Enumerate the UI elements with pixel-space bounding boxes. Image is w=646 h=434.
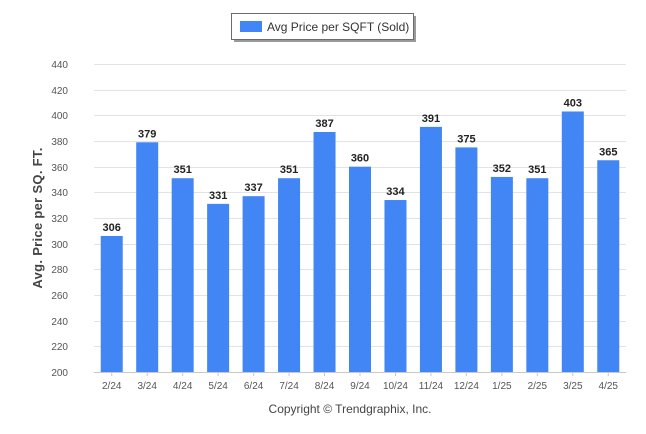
y-tick-label: 420 (51, 86, 68, 97)
data-label: 365 (599, 146, 617, 158)
y-tick-label: 200 (51, 368, 68, 379)
y-tick-label: 440 (51, 60, 68, 71)
bar (313, 132, 336, 372)
y-tick-label: 220 (51, 342, 68, 353)
data-label: 331 (209, 190, 227, 202)
x-tick-label: 2/24 (102, 381, 122, 392)
data-label: 375 (457, 133, 475, 145)
y-tick-label: 400 (51, 111, 68, 122)
legend-swatch (240, 21, 262, 32)
y-tick-label: 280 (51, 265, 68, 276)
bar (278, 178, 301, 372)
y-tick-label: 260 (51, 291, 68, 302)
data-label: 351 (173, 164, 191, 176)
x-tick-label: 8/24 (315, 381, 335, 392)
y-tick-label: 300 (51, 240, 68, 251)
y-tick-label: 380 (51, 137, 68, 148)
data-label: 360 (351, 153, 369, 165)
legend: Avg Price per SQFT (Sold) (231, 13, 416, 42)
x-tick-label: 4/24 (173, 381, 193, 392)
bar (490, 176, 513, 372)
data-label: 387 (315, 118, 333, 130)
bar (455, 147, 478, 372)
data-label: 351 (528, 164, 546, 176)
x-tick-label: 3/25 (563, 381, 583, 392)
y-tick-label: 340 (51, 188, 68, 199)
y-tick-label: 360 (51, 163, 68, 174)
data-label: 351 (280, 164, 298, 176)
data-label: 337 (244, 182, 262, 194)
x-tick-label: 11/24 (419, 381, 444, 392)
copyright-text: Copyright © Trendgraphix, Inc. (269, 402, 432, 416)
data-label: 403 (564, 97, 582, 109)
data-label: 306 (103, 222, 121, 234)
data-label: 391 (422, 113, 440, 125)
x-tick-label: 5/24 (208, 381, 228, 392)
bar (349, 166, 371, 372)
x-tick-label: 9/24 (350, 381, 370, 392)
data-labels: 306 379 351 331 337 351 387 360 334 391 375 352 351 4… (103, 97, 618, 233)
x-tick-label: 7/24 (279, 381, 299, 392)
legend-label: Avg Price per SQFT (Sold) (267, 20, 409, 34)
x-tick-label: 12/24 (454, 381, 479, 392)
bars (100, 111, 620, 372)
data-label: 352 (493, 163, 511, 175)
bar (597, 160, 620, 372)
data-label: 379 (138, 128, 156, 140)
x-axis-ticks: 2/24 3/24 4/24 5/24 6/24 7/24 8/24 9/24 10/24 11/… (102, 372, 618, 392)
x-tick-label: 3/24 (137, 381, 157, 392)
bar (171, 178, 194, 372)
x-tick-label: 6/24 (244, 381, 264, 392)
bar (419, 126, 442, 372)
x-tick-label: 4/25 (599, 381, 619, 392)
data-label: 334 (386, 186, 405, 198)
x-tick-label: 10/24 (383, 381, 408, 392)
y-tick-label: 240 (51, 317, 68, 328)
x-tick-label: 2/25 (528, 381, 548, 392)
x-tick-label: 1/25 (492, 381, 512, 392)
y-axis-title: Avg. Price per SQ. FT. (30, 147, 45, 288)
bar (207, 203, 230, 372)
y-tick-label: 320 (51, 214, 68, 225)
bar (100, 235, 123, 372)
y-axis-ticks: 200 220 240 260 280 300 320 340 360 380 400 420 440 (51, 60, 68, 379)
bar (136, 142, 159, 372)
bar (561, 111, 584, 372)
bar (384, 200, 407, 372)
bar (242, 196, 265, 372)
bar (526, 178, 549, 372)
